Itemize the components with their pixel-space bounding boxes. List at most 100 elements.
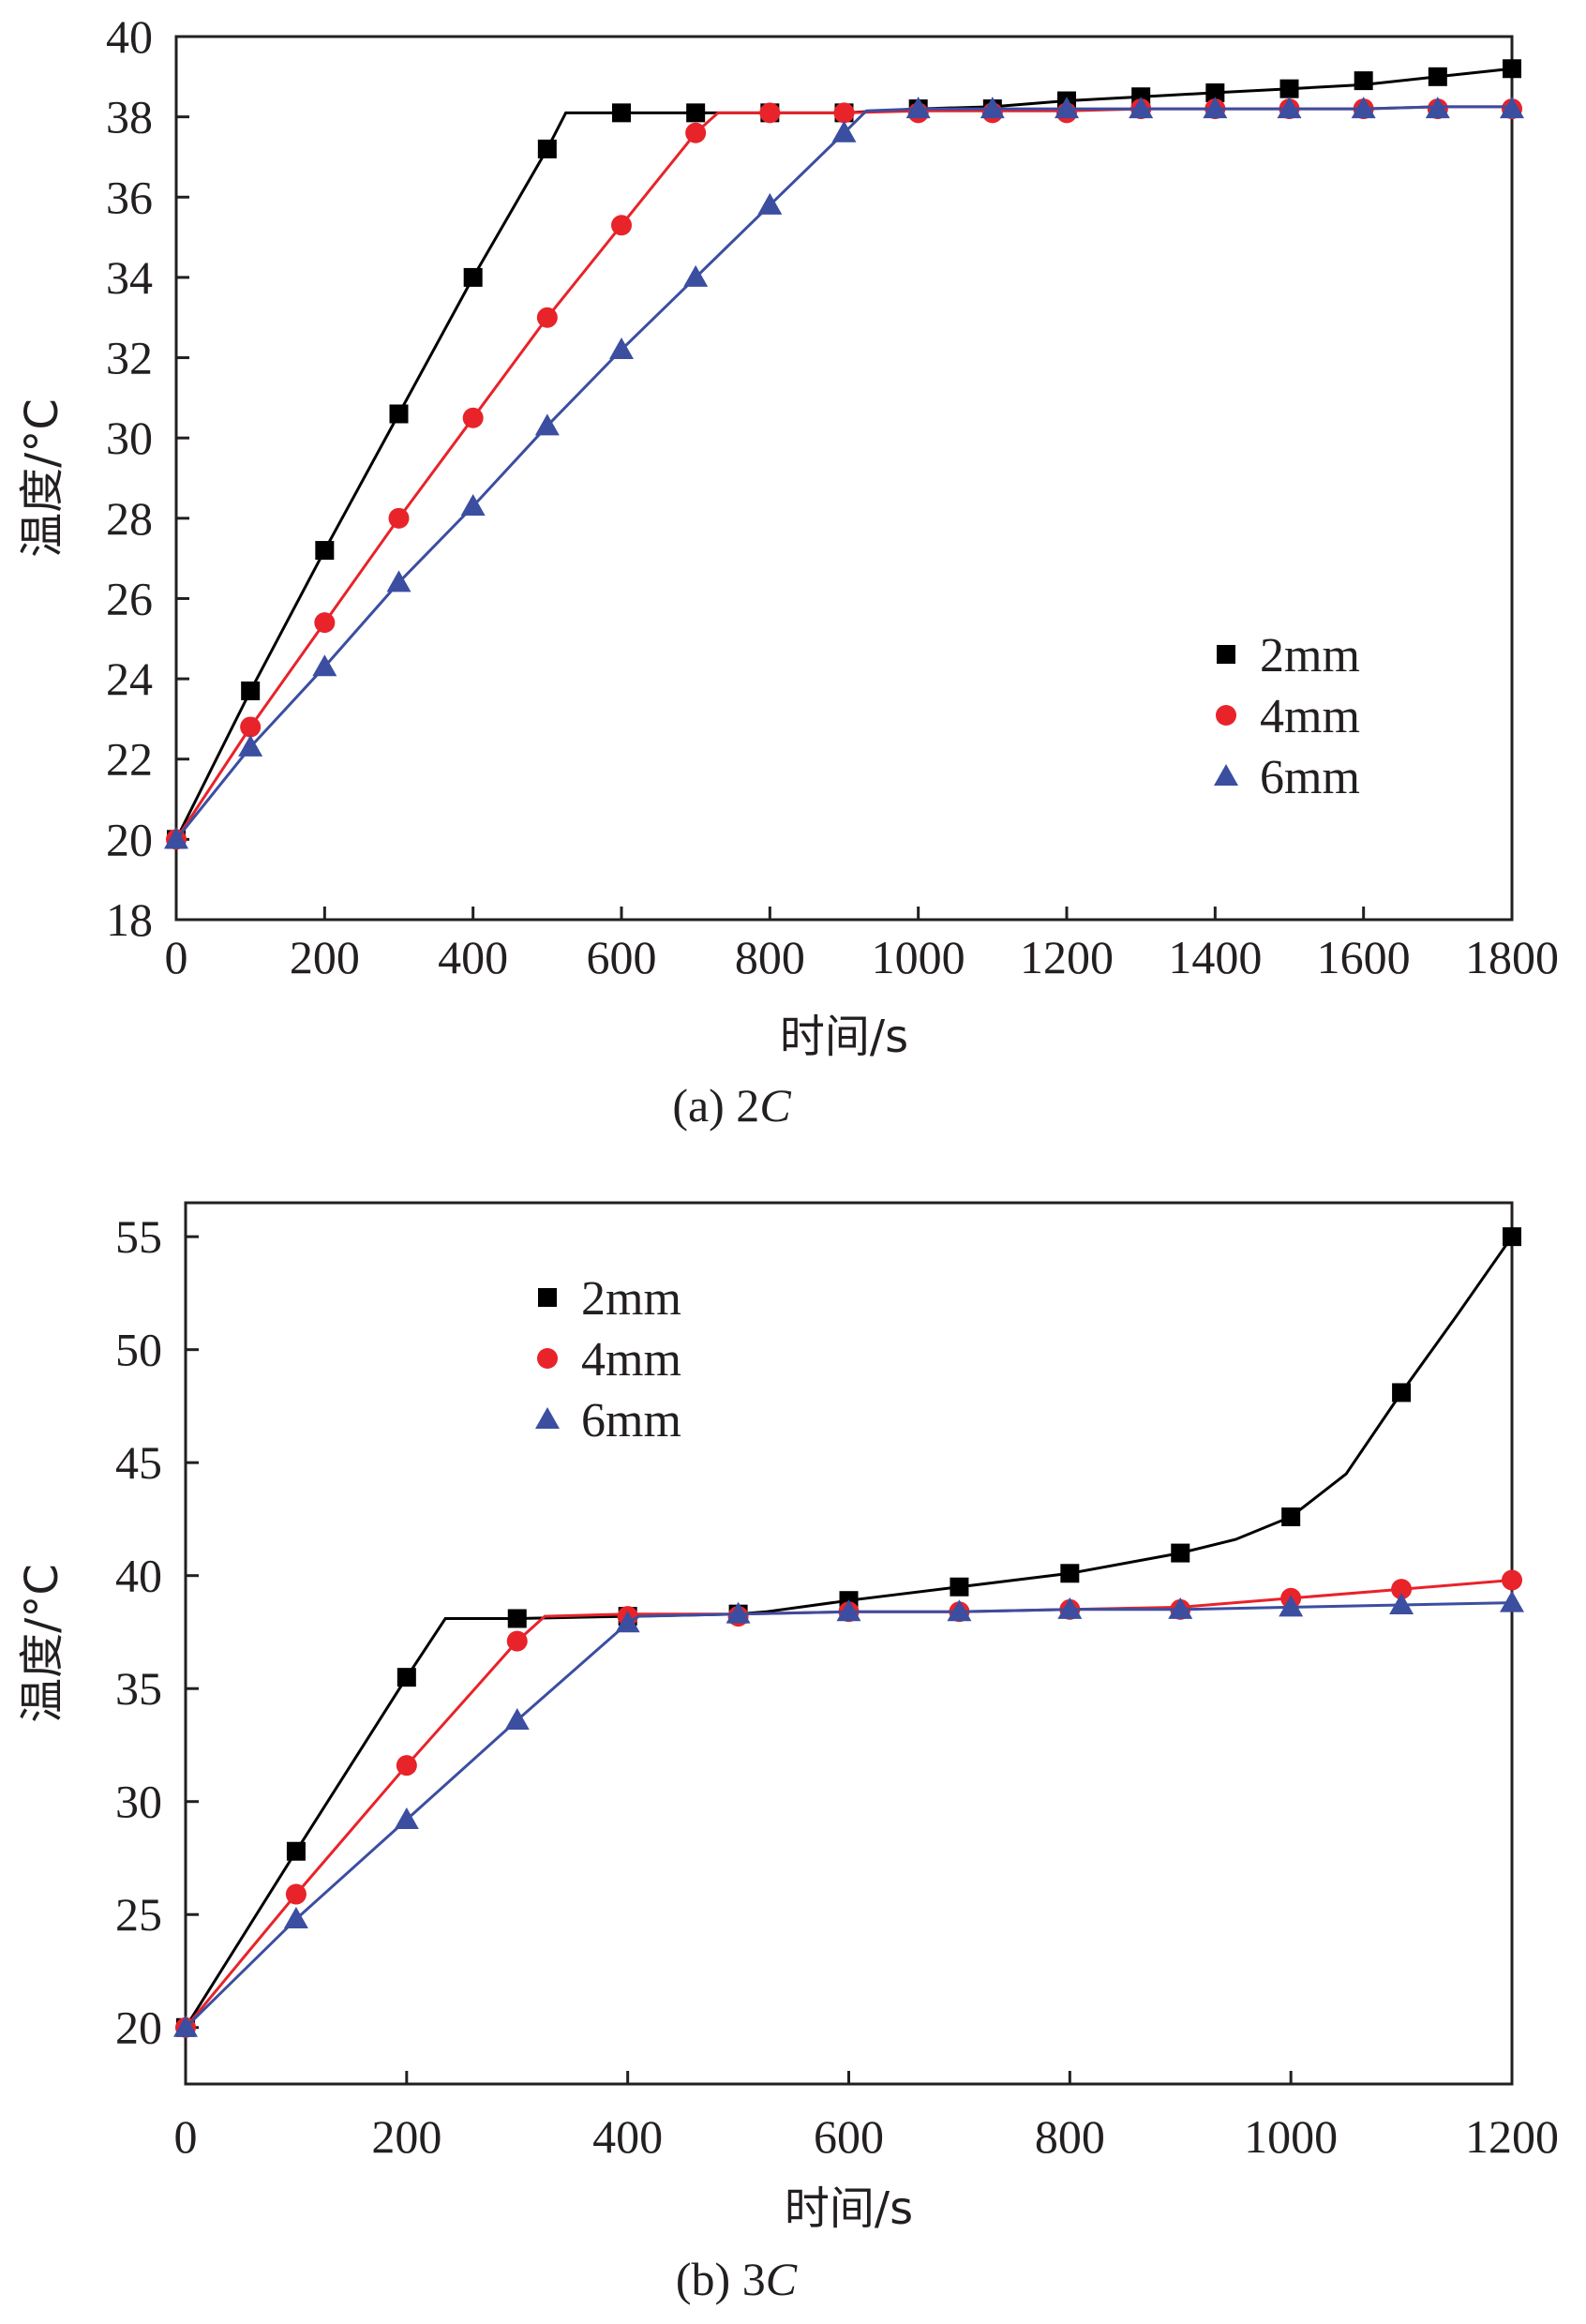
chart-b-series-4mm-point [1391,1579,1413,1600]
chart-a-series-6mm-point [1203,97,1228,119]
chart-a-series-2mm-point [1279,79,1299,98]
chart-a-series-2mm-point [241,681,261,700]
chart-b-series-2mm-point [950,1577,969,1597]
chart-a-series-6mm-point [980,97,1005,119]
chart-a-series-2mm-point [686,103,706,123]
chart-a-y-tick-label: 40 [106,10,153,63]
chart-b-y-tick-label: 45 [115,1436,162,1489]
chart-a-x-axis-label: 时间/s [780,1011,908,1063]
chart-b-x-tick-label: 1200 [1465,2110,1559,2163]
chart-b-series-2mm-point [507,1609,527,1628]
chart-a-caption-italic: C [759,1079,791,1132]
chart-a-series-4mm-point [314,612,336,634]
chart-b-series-6mm-line [184,1601,1513,2029]
chart-a-y-tick-label: 38 [106,91,153,143]
chart-a-x-tick-label: 1400 [1168,931,1262,983]
chart-b-series-6mm-point [283,1907,308,1929]
chart-b-y-tick-label: 55 [115,1210,162,1263]
chart-b-series-2mm-point [1392,1383,1412,1402]
chart-a-y-axis-label: 温度/°C [16,398,68,558]
chart-b-x-tick-label: 600 [814,2110,884,2163]
chart-a-series-6mm-point [534,413,560,436]
chart-b-series-2mm-point [286,1841,306,1861]
chart-b-y-tick-label: 25 [115,1888,162,1941]
chart-a-y-tick-label: 26 [106,572,153,624]
chart-a-series-4mm-point [462,407,484,428]
chart-b-x-tick-label: 0 [174,2110,198,2163]
chart-a-y-tick-label: 20 [106,813,153,865]
chart-a-series-4mm-point [759,102,781,124]
chart-a-series-6mm-point [905,97,931,119]
chart-b-series-4mm-point [285,1883,307,1905]
chart-a-y-tick-label: 34 [106,251,153,304]
chart-a-caption-prefix: (a) 2 [672,1079,759,1132]
chart-b-series-6mm-point [836,1599,861,1622]
chart-a-series-6mm-point [238,734,263,757]
chart-a-y-tick-label: 24 [106,652,153,705]
chart-a-series-6mm-line [174,105,1512,841]
chart-a-series-4mm-point [611,215,632,236]
chart-a-series-2mm-point [1205,82,1225,102]
chart-b-series-4mm-point [506,1630,528,1652]
chart-b-series-6mm-point [394,1807,419,1829]
chart-b-y-tick-label: 20 [115,2002,162,2054]
chart-a-series-6mm-point [1500,97,1524,119]
chart-b-series-2mm-point [396,1668,416,1687]
chart-a-legend-marker-2mm [1217,645,1235,664]
chart-b-y-tick-label: 40 [115,1550,162,1602]
chart-b-y-tick-label: 35 [115,1662,162,1715]
chart-b-legend-marker-4mm [537,1348,558,1369]
chart-b-x-axis-label: 时间/s [785,2182,913,2235]
chart-b-series-4mm-line [184,1579,1513,2029]
chart-a-series-6mm-point [1055,97,1079,119]
chart-b-series-6mm-point [504,1707,530,1730]
chart-b-legend-marker-6mm [535,1407,560,1429]
chart-a-x-tick-label: 1600 [1317,931,1411,983]
chart-a-series-2mm-point [463,267,483,287]
chart-a-x-tick-label: 1800 [1465,931,1559,983]
chart-a-plot-frame [174,35,1514,922]
chart-a-y-tick-label: 30 [106,412,153,464]
chart-b-series-6mm-point [615,1611,640,1633]
chart-a-y-tick-label: 28 [106,492,153,545]
chart-a-series-2mm-point [612,103,631,123]
chart-a-series-6mm-point [386,570,411,592]
chart-b-y-axis-label: 温度/°C [16,1564,68,1723]
chart-a-y-tick-label: 32 [106,332,153,384]
chart-a-x-tick-label: 1000 [872,931,965,983]
chart-a-series-6mm-point [460,493,486,516]
chart-a-x-tick-label: 800 [735,931,805,983]
chart-b: 0 200 400 600 800 1000 1200 20 25 30 35 40 45 50 55 时间/… [16,1201,1559,2305]
chart-a-x-tick-label: 400 [438,931,508,983]
chart-a-series-6mm-point [609,337,634,359]
chart-b-series-4mm-point [396,1755,417,1777]
chart-a-series-2mm-point [389,404,409,424]
chart-a-series-4mm-point [388,507,410,529]
chart-b-plot-frame [184,1201,1514,2086]
chart-b-legend-label-4mm: 4mm [581,1333,681,1387]
chart-a-legend-label-6mm: 6mm [1260,751,1360,804]
chart-b-caption: (b) 3C [676,2253,798,2305]
chart-b-legend-label-2mm: 2mm [581,1272,681,1326]
chart-a-x-tick-label: 200 [290,931,360,983]
chart-a-legend-marker-4mm [1216,705,1236,726]
chart-b-series-6mm-point [1500,1590,1524,1612]
chart-a-y-tick-label: 22 [106,733,153,786]
chart-b-series-2mm-point [1060,1564,1080,1583]
chart-a-legend-label-2mm: 2mm [1260,629,1360,682]
chart-b-x-tick-label: 400 [592,2110,663,2163]
chart-a-series-4mm-point [536,307,558,328]
chart-b-series-6mm-point [1168,1597,1193,1619]
chart-a-series-6mm-point [1129,97,1154,119]
chart-a-x-tick-label: 600 [587,931,657,983]
chart-a-series-4mm-point [833,102,855,124]
chart-b-x-tick-label: 1000 [1244,2110,1338,2163]
chart-b-series-6mm-point [173,2015,198,2037]
chart-b-series-4mm-point [1502,1569,1522,1591]
chart-b-y-tick-label: 50 [115,1324,162,1376]
chart-a-series-2mm-point [537,139,557,158]
chart-a-series-2mm-point [1503,59,1521,79]
chart-a-series-2mm-point [315,541,335,561]
chart-b-series-6mm-point [726,1601,751,1624]
